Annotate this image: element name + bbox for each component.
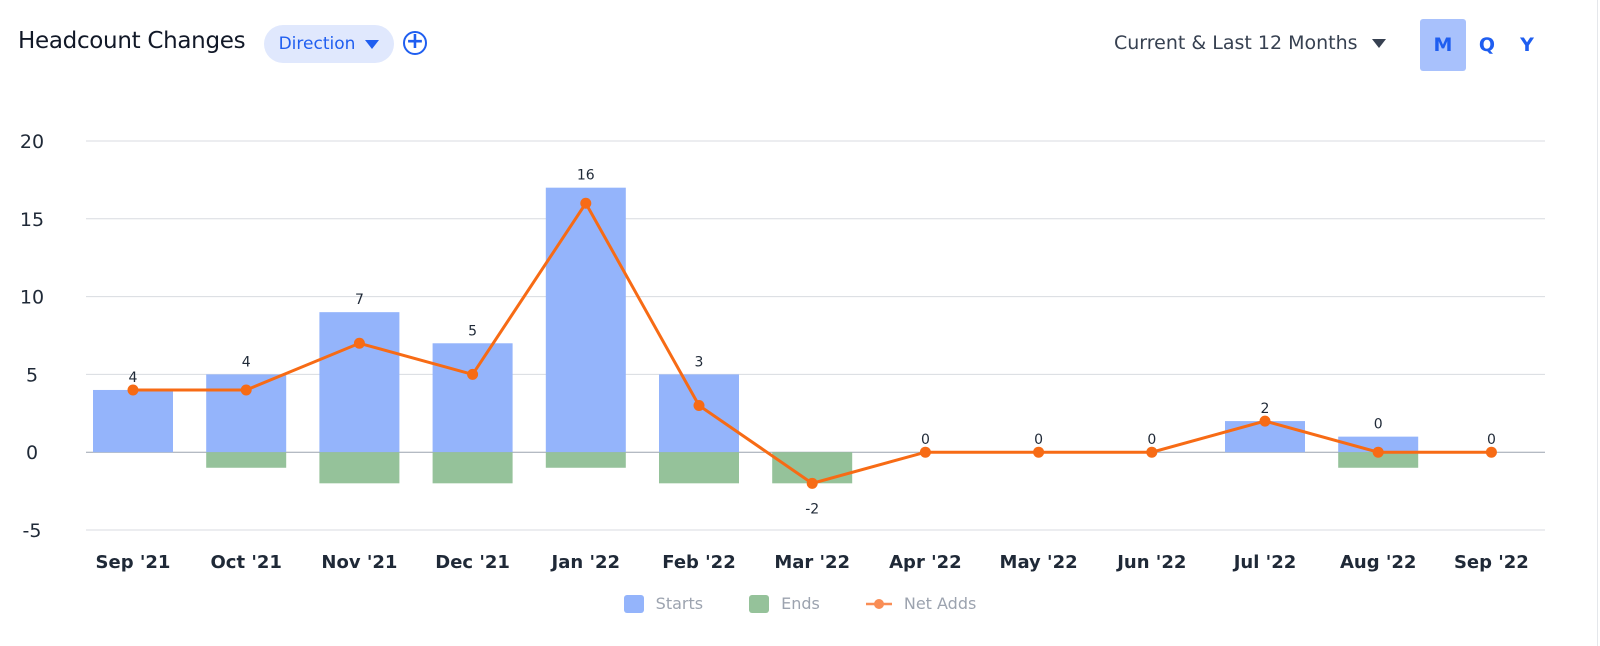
net-adds-data-label: 0 bbox=[921, 432, 930, 448]
net-adds-point bbox=[1485, 446, 1497, 458]
caret-down-icon bbox=[1371, 38, 1386, 48]
net-adds-point bbox=[1259, 415, 1271, 427]
x-tick-label: Feb '22 bbox=[662, 552, 736, 573]
legend-item-starts[interactable]: Starts bbox=[623, 594, 704, 613]
net-adds-point bbox=[580, 197, 592, 209]
y-tick-label: -5 bbox=[23, 520, 42, 542]
y-tick-label: 10 bbox=[20, 287, 44, 309]
date-range-label: Current & Last 12 Months bbox=[1114, 32, 1358, 54]
net-adds-data-label: 2 bbox=[1261, 401, 1270, 417]
net-adds-point bbox=[1033, 446, 1045, 458]
ends-bar bbox=[319, 452, 400, 484]
net-adds-point bbox=[1372, 446, 1384, 458]
legend: Starts Ends Net Adds bbox=[0, 594, 1600, 613]
net-adds-point bbox=[1146, 446, 1158, 458]
x-tick-label: Jun '22 bbox=[1115, 552, 1186, 573]
net-adds-data-label: 0 bbox=[1034, 432, 1043, 448]
ends-bar bbox=[659, 452, 739, 484]
legend-swatch-net-adds bbox=[865, 598, 892, 609]
legend-swatch-starts bbox=[623, 594, 644, 613]
net-adds-point bbox=[240, 384, 252, 396]
net-adds-point bbox=[467, 368, 479, 380]
starts-bar bbox=[659, 374, 739, 453]
date-range-dropdown[interactable]: Current & Last 12 Months bbox=[1114, 32, 1386, 54]
net-adds-data-label: 0 bbox=[1487, 432, 1496, 448]
net-adds-data-label: 7 bbox=[355, 292, 364, 308]
ends-bar bbox=[432, 452, 513, 484]
x-tick-label: Aug '22 bbox=[1340, 552, 1416, 573]
x-tick-label: Jul '22 bbox=[1232, 552, 1297, 573]
starts-bar bbox=[1338, 436, 1419, 453]
x-tick-label: Sep '21 bbox=[96, 552, 171, 573]
legend-label: Net Adds bbox=[903, 594, 977, 613]
chart-title: Headcount Changes bbox=[18, 28, 246, 54]
legend-item-ends[interactable]: Ends bbox=[749, 594, 820, 613]
net-adds-data-label: 0 bbox=[1147, 432, 1156, 448]
net-adds-data-label: 5 bbox=[468, 323, 477, 339]
plus-circle-icon[interactable]: + bbox=[403, 31, 427, 55]
net-adds-data-label: -2 bbox=[805, 501, 819, 517]
starts-bar bbox=[93, 389, 173, 453]
legend-label: Ends bbox=[781, 594, 820, 613]
direction-filter-label: Direction bbox=[278, 34, 356, 54]
starts-bar bbox=[545, 187, 626, 453]
y-tick-label: 15 bbox=[20, 209, 44, 231]
x-tick-label: May '22 bbox=[1000, 552, 1078, 573]
x-tick-label: Sep '22 bbox=[1454, 552, 1529, 573]
panel-border bbox=[1597, 0, 1598, 646]
caret-down-icon bbox=[365, 39, 380, 49]
y-tick-label: 20 bbox=[20, 131, 44, 153]
x-tick-label: Oct '21 bbox=[210, 552, 281, 573]
period-month-button[interactable]: M bbox=[1420, 19, 1466, 71]
net-adds-data-label: 3 bbox=[695, 354, 704, 370]
period-quarter-button[interactable]: Q bbox=[1478, 34, 1496, 56]
y-tick-label: 5 bbox=[26, 364, 38, 386]
starts-bar bbox=[432, 343, 513, 453]
starts-bar bbox=[319, 312, 400, 453]
net-adds-point bbox=[806, 477, 818, 489]
legend-item-net-adds[interactable]: Net Adds bbox=[865, 594, 977, 613]
net-adds-point bbox=[693, 400, 705, 412]
direction-filter-button[interactable]: Direction bbox=[264, 25, 394, 63]
net-adds-data-label: 4 bbox=[242, 354, 251, 370]
x-tick-label: Apr '22 bbox=[889, 552, 962, 573]
net-adds-data-label: 16 bbox=[577, 168, 595, 184]
y-tick-label: 0 bbox=[26, 442, 38, 464]
net-adds-point bbox=[919, 446, 931, 458]
net-adds-data-label: 4 bbox=[129, 370, 138, 386]
net-adds-point bbox=[127, 384, 139, 396]
x-tick-label: Dec '21 bbox=[435, 552, 510, 573]
period-year-button[interactable]: Y bbox=[1520, 34, 1534, 56]
ends-bar bbox=[206, 452, 287, 468]
x-tick-label: Jan '22 bbox=[550, 552, 620, 573]
ends-bar bbox=[1338, 452, 1419, 468]
x-tick-label: Nov '21 bbox=[321, 552, 397, 573]
net-adds-data-label: 0 bbox=[1374, 417, 1383, 433]
legend-label: Starts bbox=[655, 594, 704, 613]
legend-swatch-ends bbox=[749, 594, 770, 613]
x-tick-label: Mar '22 bbox=[774, 552, 850, 573]
ends-bar bbox=[545, 452, 626, 468]
net-adds-point bbox=[353, 337, 365, 349]
